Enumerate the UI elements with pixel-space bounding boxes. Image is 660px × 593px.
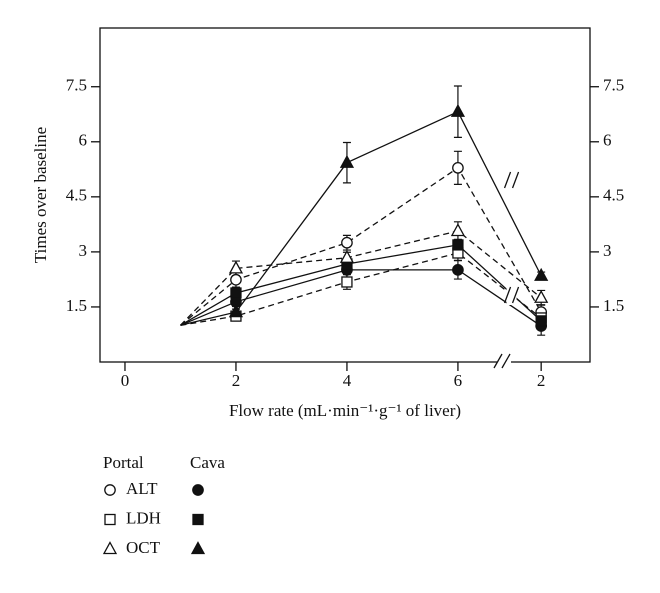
x-tick-label: 2 — [232, 371, 241, 390]
data-point — [341, 276, 353, 288]
axis-break — [493, 352, 511, 372]
data-point — [228, 260, 244, 274]
x-tick-label: 2 — [537, 371, 546, 390]
legend-marker — [192, 484, 204, 496]
data-point — [339, 249, 355, 263]
data-point — [230, 287, 242, 299]
data-point — [450, 223, 466, 237]
legend-marker — [102, 541, 118, 555]
data-point — [452, 161, 464, 174]
data-point — [230, 273, 242, 286]
legend-marker — [192, 513, 204, 526]
y2-tick-label: 4.5 — [603, 186, 624, 205]
y2-tick-label: 1.5 — [603, 296, 624, 315]
data-point — [452, 239, 464, 251]
line-break — [503, 171, 520, 189]
legend-label: ALT — [126, 479, 158, 498]
y-tick-label: 3 — [79, 241, 88, 260]
legend-marker — [104, 484, 116, 496]
legend-group: Cava — [190, 453, 225, 472]
x-tick-label: 4 — [343, 371, 352, 390]
data-point — [452, 264, 464, 276]
y-tick-label: 7.5 — [66, 76, 87, 95]
line-break — [503, 286, 520, 304]
data-point — [341, 236, 353, 249]
legend-label: LDH — [126, 508, 161, 527]
plot-frame — [99, 27, 591, 363]
x-axis-label: Flow rate (mL·min⁻¹·g⁻¹ of liver) — [229, 401, 461, 420]
y-axis-label: Times over baseline — [31, 127, 50, 263]
y-tick-label: 4.5 — [66, 186, 87, 205]
data-point — [534, 267, 549, 281]
data-point — [535, 315, 547, 327]
y2-tick-label: 6 — [603, 131, 612, 150]
y-tick-label: 1.5 — [66, 296, 87, 315]
y2-tick-label: 7.5 — [603, 76, 624, 95]
legend-label: OCT — [126, 538, 161, 557]
data-point — [228, 304, 244, 318]
y-tick-label: 6 — [79, 131, 88, 150]
data-point — [339, 154, 355, 168]
legend-marker — [190, 541, 206, 555]
legend-marker — [104, 513, 116, 526]
legend-group: Portal — [103, 453, 144, 472]
line-break — [506, 170, 517, 190]
line-break — [506, 285, 517, 305]
data-point — [450, 103, 466, 117]
x-tick-label: 0 — [121, 371, 130, 390]
y2-tick-label: 3 — [603, 241, 612, 260]
data-point — [534, 289, 549, 303]
x-tick-label: 6 — [454, 371, 463, 390]
